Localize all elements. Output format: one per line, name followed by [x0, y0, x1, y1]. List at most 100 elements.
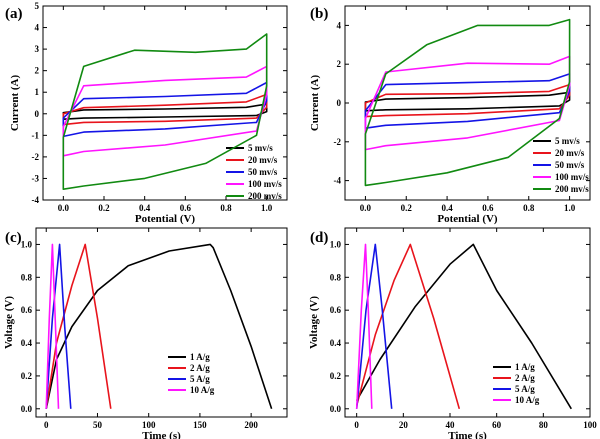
series-line-3	[45, 243, 72, 409]
chart-panel-1: 0.0 0.2 0.4 0.6 0.8 1.0 -4 -3 -2 -1 0 1 2 3 4 5 Potentia…	[5, 1, 288, 225]
y-tick-label: 1.0	[330, 239, 342, 249]
legend-label-5: 200 mv/s	[248, 191, 282, 201]
series-line-2	[62, 93, 268, 126]
legend-label-3: 50 mv/s	[248, 167, 278, 177]
y-tick-label: 0.6	[21, 305, 33, 315]
x-tick-label: 0.6	[180, 203, 192, 213]
series-line-3	[62, 81, 268, 138]
series-line-3	[355, 243, 393, 409]
y-axis-label: Current (A)	[309, 75, 321, 132]
x-tick-label: 0.2	[98, 203, 110, 213]
series-line-2	[364, 83, 571, 118]
legend-label-1: 5 mv/s	[555, 136, 580, 146]
y-tick-label: 0.6	[330, 305, 342, 315]
y-tick-label: 0.4	[21, 338, 33, 348]
x-tick-label: 100	[142, 420, 156, 430]
x-tick-label: 0	[44, 420, 49, 430]
x-tick-label: 40	[446, 420, 456, 430]
legend-label-1: 1 A/g	[515, 362, 535, 372]
series-line-2	[355, 243, 461, 410]
x-tick-label: 50	[93, 420, 103, 430]
x-tick-label: 60	[492, 420, 502, 430]
legend-label-1: 1 A/g	[190, 352, 210, 362]
plot-frame	[35, 227, 288, 418]
y-tick-label: 1.0	[21, 239, 33, 249]
y-axis-label: Voltage (V)	[308, 296, 320, 349]
legend-label-2: 2 A/g	[190, 363, 210, 373]
chart-panel-3: 0 50 100 150 200 0.0 0.2 0.4 0.6 0.8 1.0 Time (s) Vo…	[3, 227, 288, 439]
series-line-4	[355, 243, 373, 409]
series-line-1	[45, 243, 273, 410]
x-tick-label: 100	[583, 420, 597, 430]
series-line-1	[364, 91, 571, 112]
legend-label-1: 5 mv/s	[248, 143, 273, 153]
series-line-2	[45, 243, 112, 409]
y-tick-label: 0.0	[330, 404, 342, 414]
legend-label-4: 10 A/g	[190, 385, 215, 395]
legend-label-4: 100 mv/s	[248, 179, 282, 189]
x-axis-label: Time (s)	[142, 430, 181, 439]
y-tick-label: 2	[35, 66, 40, 76]
y-tick-label: 3	[35, 44, 40, 54]
series-line-3	[364, 73, 571, 129]
series-line-5	[62, 33, 268, 190]
y-tick-label: -4	[334, 176, 342, 186]
legend-label-2: 20 mv/s	[248, 155, 278, 165]
x-tick-label: 0.4	[139, 203, 151, 213]
x-tick-label: 0.0	[58, 203, 70, 213]
y-axis-label: Current (A)	[9, 75, 21, 132]
series-line-1	[62, 103, 268, 120]
x-tick-label: 0.8	[220, 203, 232, 213]
x-axis-label: Potential (V)	[135, 213, 196, 225]
y-tick-label: 1	[35, 87, 40, 97]
x-tick-label: 0.4	[441, 203, 453, 213]
y-tick-label: -2	[32, 152, 40, 162]
chart-panel-2: 0.0 0.2 0.4 0.6 0.8 1.0 -4 -2 0 2 4 Potential (V) Cu…	[309, 5, 591, 225]
y-tick-label: -4	[32, 195, 40, 205]
panel-label: (a)	[5, 6, 23, 22]
y-tick-label: 0.8	[21, 272, 33, 282]
y-tick-label: 4	[35, 23, 40, 33]
x-tick-label: 0.8	[523, 203, 535, 213]
y-tick-label: 0.0	[21, 404, 33, 414]
legend-label-3: 5 A/g	[190, 374, 210, 384]
y-tick-label: 5	[35, 1, 40, 11]
y-tick-label: 0	[337, 98, 342, 108]
plot-frame	[344, 5, 591, 201]
legend-label-4: 10 A/g	[515, 395, 540, 405]
y-tick-label: 0.8	[330, 272, 342, 282]
y-tick-label: -1	[32, 130, 40, 140]
x-tick-label: 20	[399, 420, 409, 430]
legend-label-3: 5 A/g	[515, 384, 535, 394]
series-line-4	[45, 243, 60, 409]
series-line-4	[364, 55, 571, 151]
legend-label-2: 2 A/g	[515, 373, 535, 383]
panel-label: (d)	[310, 230, 328, 246]
x-tick-label: 150	[193, 420, 207, 430]
panel-label: (b)	[310, 6, 328, 22]
y-tick-label: 0.2	[330, 371, 342, 381]
y-tick-label: 0.2	[21, 371, 33, 381]
y-tick-label: -3	[32, 173, 40, 183]
legend-label-2: 20 mv/s	[555, 148, 585, 158]
x-tick-label: 0.6	[482, 203, 494, 213]
series-line-4	[62, 65, 268, 157]
y-tick-label: 0.4	[330, 338, 342, 348]
y-tick-label: -2	[334, 137, 342, 147]
x-axis-label: Potential (V)	[437, 213, 498, 225]
legend-label-3: 50 mv/s	[555, 160, 585, 170]
y-tick-label: 0	[35, 109, 40, 119]
y-tick-label: 2	[337, 59, 342, 69]
series-line-5	[364, 18, 571, 187]
legend-label-4: 100 mv/s	[555, 172, 589, 182]
y-axis-label: Voltage (V)	[3, 296, 15, 349]
x-tick-label: 0	[354, 420, 359, 430]
x-tick-label: 1.0	[261, 203, 273, 213]
y-tick-label: 4	[337, 20, 342, 30]
x-tick-label: 0.2	[401, 203, 413, 213]
x-tick-label: 80	[539, 420, 549, 430]
x-tick-label: 0.0	[360, 203, 372, 213]
chart-panel-4: 0 20 40 60 80 100 0.0 0.2 0.4 0.6 0.8 1.0 Time (s) Vo…	[308, 227, 597, 439]
panel-label: (c)	[5, 230, 22, 246]
